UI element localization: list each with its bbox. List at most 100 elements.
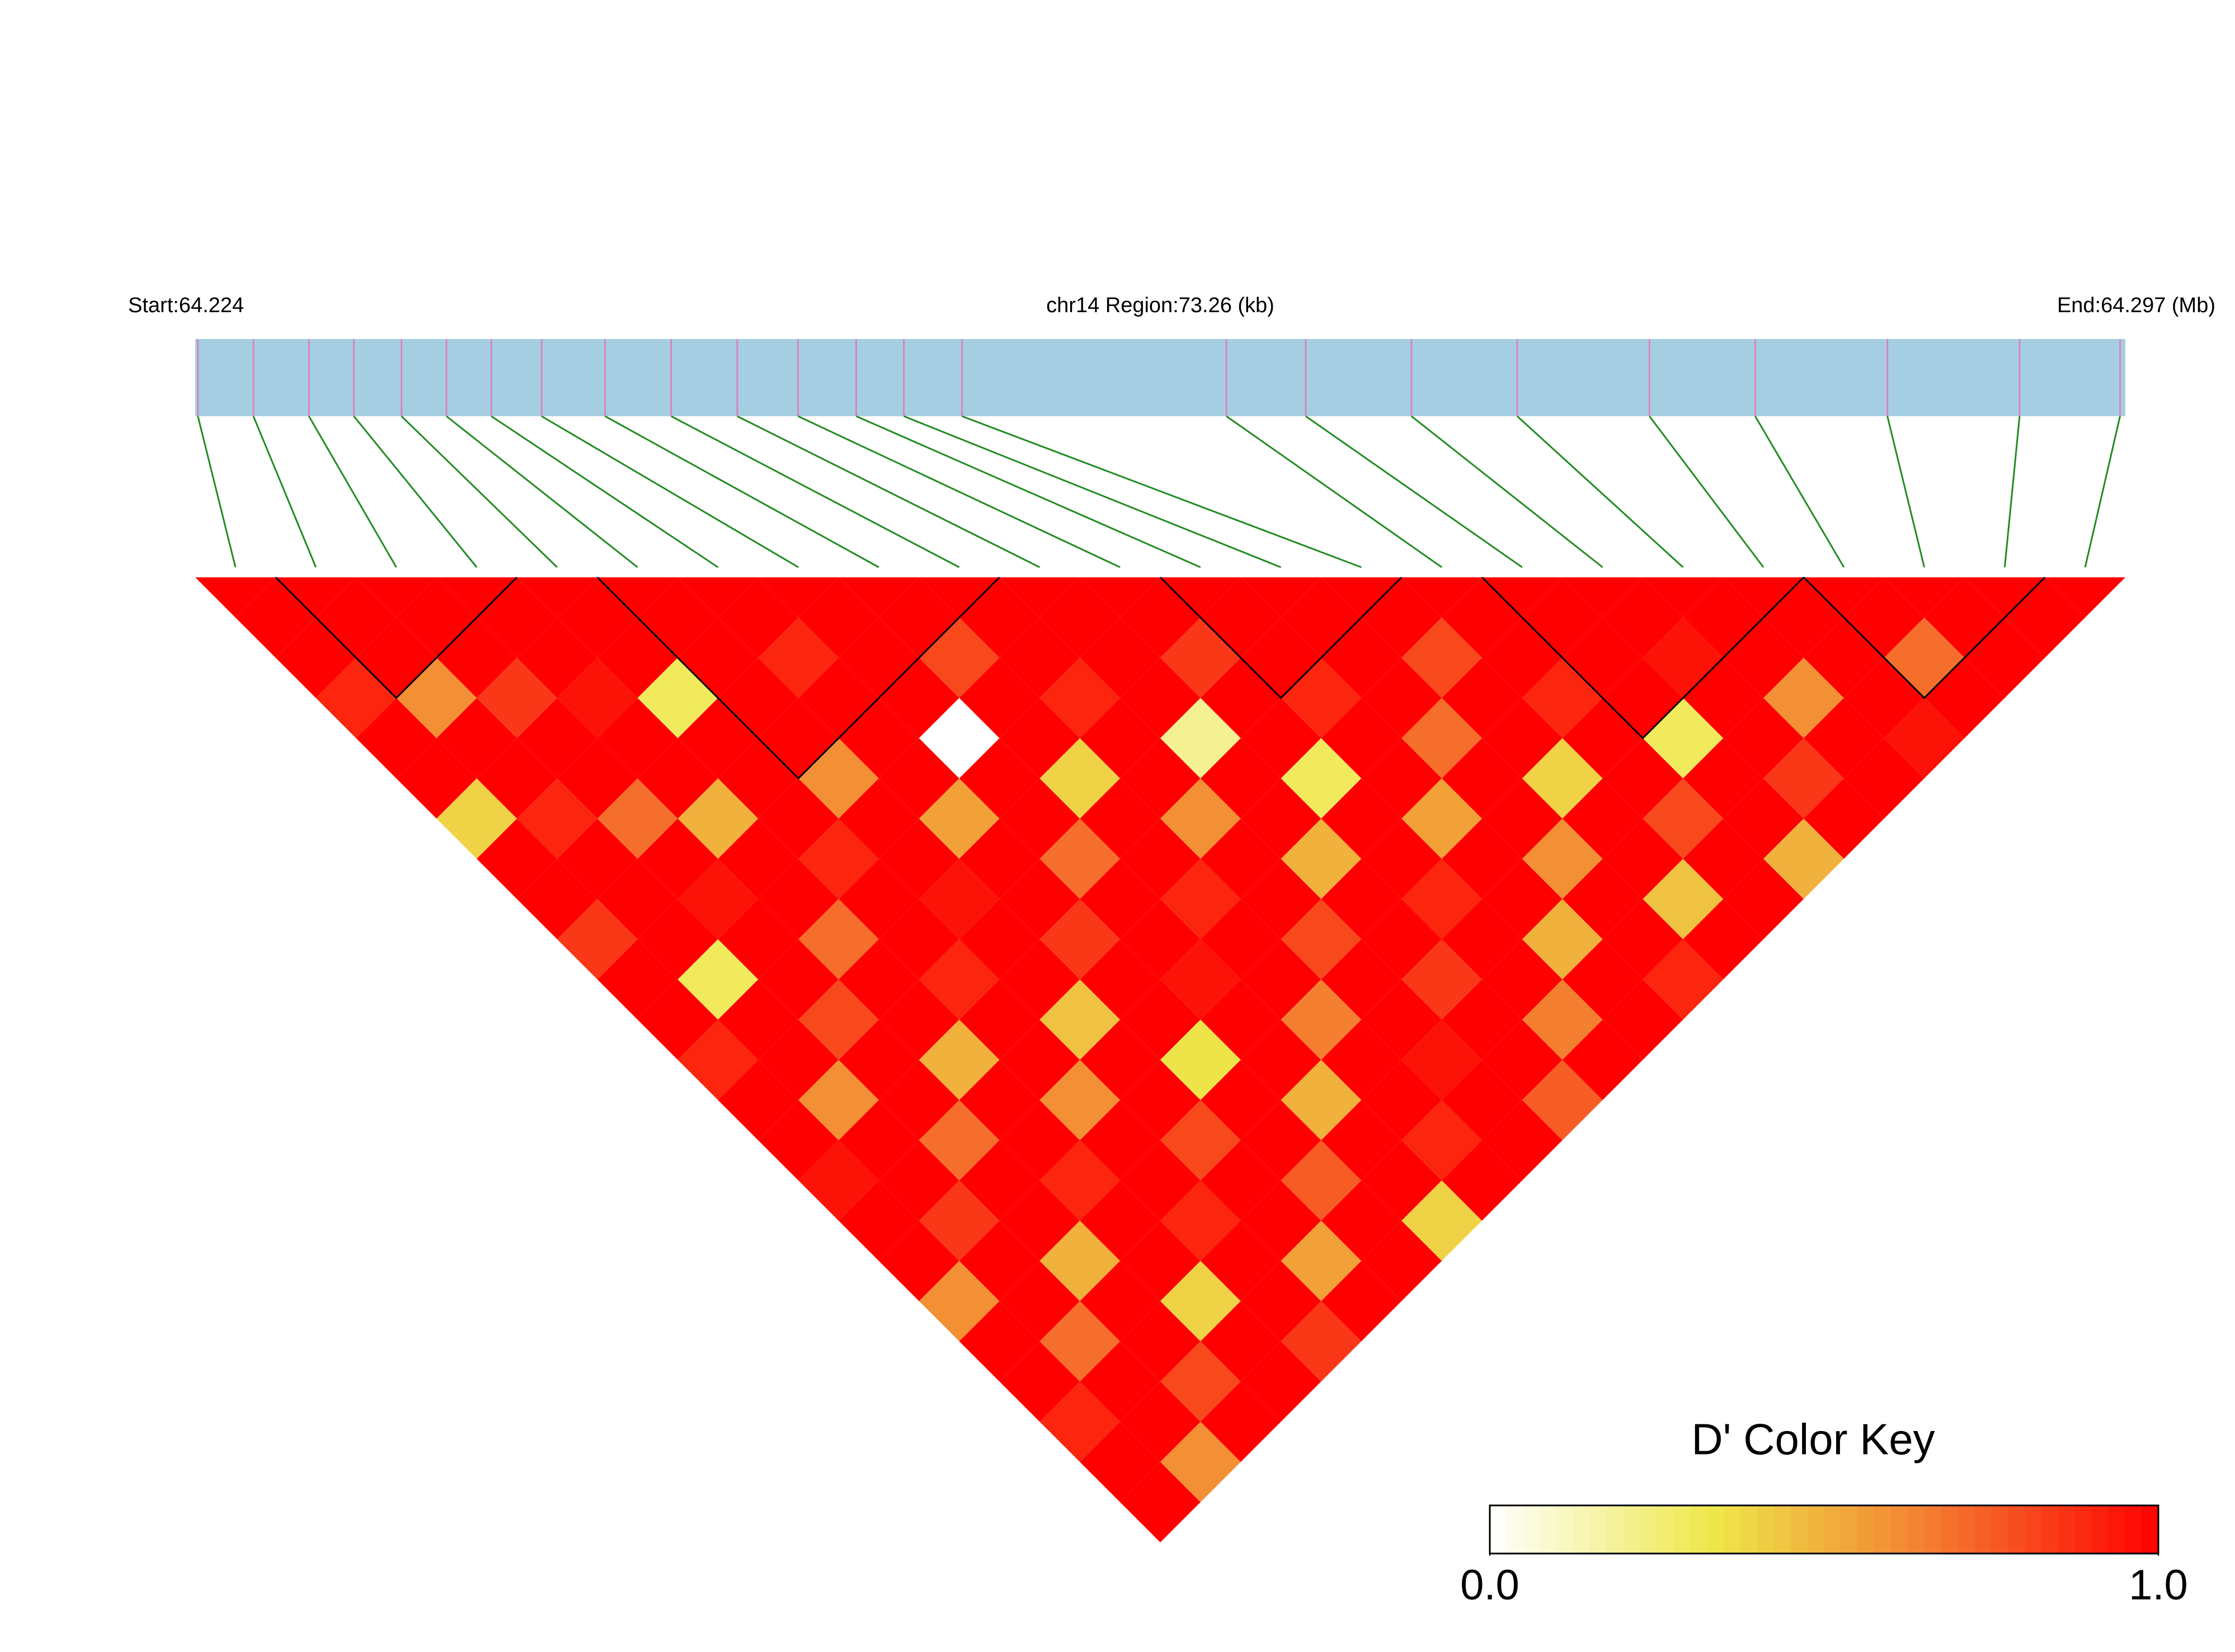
snp-link [797,415,1121,568]
color-key-step [1540,1505,1558,1554]
snp-link [1517,415,1684,568]
diagonal-cell [919,577,1000,618]
snp-link [1305,415,1523,568]
ld-block [1803,576,2046,699]
snp-link [604,415,879,568]
snp-link [541,415,799,568]
legend-title: D' Color Key [1691,1415,1935,1464]
snp-link [1886,416,1926,568]
color-key-step [1824,1505,1842,1554]
ld-block [1481,576,1805,740]
color-key-step [1841,1505,1858,1554]
color-key-step [2008,1505,2025,1554]
snp-link [2084,416,2121,568]
color-key-step [2025,1505,2042,1554]
color-key-step [1607,1505,1624,1554]
color-key-step [1640,1505,1658,1554]
diagonal-cell [1964,577,2045,618]
color-key-step [1958,1505,1975,1554]
snp-link [401,415,558,568]
color-key-step [1624,1505,1641,1554]
diagonal-cell [999,577,1080,618]
color-key-step [1573,1505,1591,1554]
diagonal-cell [1482,577,1563,618]
color-key-step [1690,1505,1708,1554]
position-bar [195,339,2125,416]
color-key-step [1991,1505,2009,1554]
snp-link [1411,415,1603,568]
diagonal-cell [356,577,437,618]
color-key-step [1907,1505,1925,1554]
color-key-step [1724,1505,1742,1554]
color-key-step [1874,1505,1891,1554]
diagonal-cell [1804,577,1884,618]
diagonal-cell [1080,577,1160,618]
color-key-step [1490,1505,1507,1554]
color-key-step [1757,1505,1775,1554]
color-key-step [1523,1505,1541,1554]
color-key-step [1857,1505,1875,1554]
snp-link [252,416,317,568]
color-key-step [1773,1505,1791,1554]
color-key-step [1707,1505,1725,1554]
color-key-step [1974,1505,1992,1554]
ld-block [275,576,518,699]
snp-link [197,416,237,568]
diagonal-cell [1562,577,1643,618]
diagonal-cell [275,577,356,618]
color-key-step [1891,1505,1908,1554]
diagonal-cell [1160,577,1241,618]
diagonal-cell [2045,577,2125,618]
diagonal-cell [1401,577,1482,618]
diagonal-cell [1321,577,1402,618]
color-key-step [2074,1505,2092,1554]
color-key-step [1673,1505,1691,1554]
snp-link [670,415,960,568]
snp-link [737,415,1041,568]
color-key-step [2108,1505,2126,1554]
diagonal-cell [1723,577,1804,618]
snp-link [308,416,397,568]
color-key-step [2142,1505,2159,1554]
diagonal-cell [1884,577,1965,618]
color-key-frame [1489,1504,2159,1555]
color-key-step [1941,1505,1959,1554]
ld-block [596,576,1000,780]
color-key-step [1556,1505,1574,1554]
color-key-step [2125,1505,2143,1554]
diagonal-cell [517,577,597,618]
snp-link [2003,416,2021,568]
color-key-label: 0.0 [1460,1561,1519,1609]
diagonal-cell [1240,577,1321,618]
color-key-step [2058,1505,2076,1554]
snp-link [962,415,1362,568]
color-key-step [1590,1505,1608,1554]
diagonal-cell [436,577,517,618]
color-key-step [2091,1505,2109,1554]
snp-link [1754,416,1845,568]
snp-link [904,415,1282,568]
color-key-step [1657,1505,1674,1554]
region-label: chr14 Region:73.26 (kb) [1046,294,1274,317]
snp-link [1649,416,1765,568]
color-key-step [1807,1505,1825,1554]
end-label: End:64.297 (Mb) [2057,294,2215,317]
ld-block [1159,576,1403,699]
diagonal-cell [758,577,839,618]
color-key-step [1790,1505,1808,1554]
diagonal-cell [839,577,919,618]
snp-link [1226,415,1442,568]
diagonal-cell [195,577,276,618]
diagonal-cell [597,577,678,618]
color-key-step [1740,1505,1758,1554]
diagonal-cell [1643,577,1724,618]
start-label: Start:64.224 [128,294,244,317]
color-key-step [2041,1505,2059,1554]
color-key-step [1506,1505,1524,1554]
snp-link [855,415,1201,568]
snp-link [353,416,478,568]
color-key-step [1924,1505,1942,1554]
color-key-label: 1.0 [2129,1561,2188,1609]
